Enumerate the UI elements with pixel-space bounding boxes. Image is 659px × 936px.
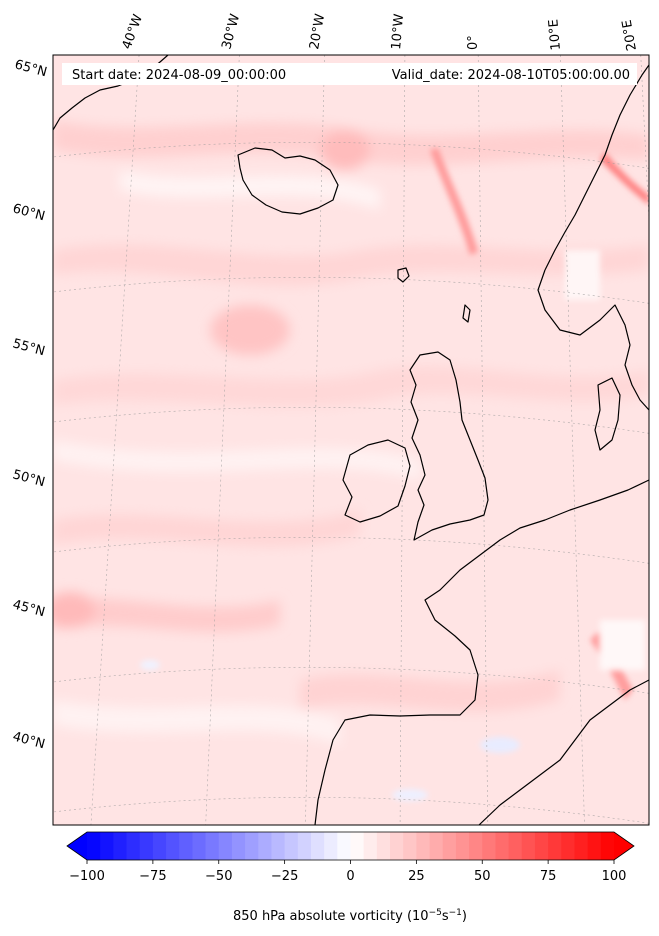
scandinavia-coast (544, 64, 649, 271)
colorbar-cell (271, 832, 286, 860)
great-britain-coast (409, 351, 489, 541)
colorbar-cell (113, 832, 127, 860)
lon-label-20e: 20°E (620, 19, 640, 52)
colorbar-cell (508, 832, 523, 860)
graticule (53, 55, 649, 825)
colorbar-cell (376, 832, 391, 860)
lon-label-20w: 20°W (307, 13, 328, 51)
colorbar-cell (245, 832, 259, 860)
mediterranean-coast (478, 679, 649, 825)
colorbar-cell (574, 832, 589, 860)
colorbar-cell (429, 832, 444, 860)
colorbar-cell (126, 832, 141, 860)
colorbar-cell (337, 832, 351, 860)
lat-label-45n: 45°N (11, 597, 47, 620)
colorbar-cell (258, 832, 272, 860)
colorbar-cell (600, 832, 615, 860)
coastlines (53, 55, 649, 825)
lon-label-30w: 30°W (219, 12, 243, 51)
colorbar-cell (139, 832, 154, 860)
colorbar: −100 −75 −50 −25 0 25 50 75 100 850 hPa absolute… (66, 831, 635, 924)
colorbar-min-arrow (67, 832, 87, 860)
colorbar-cell (534, 832, 549, 860)
colorbar-cell (455, 832, 470, 860)
vorticity-field (53, 120, 649, 801)
colorbar-cell (297, 832, 312, 860)
colorbar-tick-label: −75 (139, 869, 166, 884)
colorbar-cell (350, 832, 365, 860)
colorbar-cell (363, 832, 378, 860)
colorbar-tick-label: −25 (271, 869, 298, 884)
lon-label-10w: 10°W (389, 13, 407, 50)
denmark-coast (594, 377, 621, 451)
colorbar-cell (284, 832, 299, 860)
colorbar-tick-label: 25 (408, 869, 425, 884)
shetland-islands (462, 304, 471, 323)
ireland-coast (342, 439, 411, 523)
colorbar-cell (521, 832, 536, 860)
lon-label-10e: 10°E (546, 19, 564, 51)
colorbar-cell (152, 832, 167, 860)
colorbar-label: 850 hPa absolute vorticity (10−5s−1) (233, 908, 467, 924)
colorbar-cell (469, 832, 483, 860)
colorbar-cell (587, 832, 602, 860)
colorbar-tick-label: −100 (69, 869, 105, 884)
latitude-labels: 65°N 60°N 55°N 50°N 45°N 40°N (11, 57, 49, 752)
lat-label-55n: 55°N (11, 336, 47, 359)
norway-south-coast (537, 269, 649, 411)
colorbar-tick-label: −50 (205, 869, 232, 884)
colorbar-cell (324, 832, 338, 860)
lat-label-60n: 60°N (11, 201, 47, 224)
start-date-label: Start date: 2024-08-09_00:00:00 (72, 68, 286, 83)
valid-date-label: Valid_date: 2024-08-10T05:00:00.00 (392, 68, 630, 83)
continental-europe-coast (314, 479, 649, 825)
lon-label-40w: 40°W (120, 12, 146, 51)
lon-label-0: 0° (466, 35, 481, 50)
lat-label-50n: 50°N (11, 467, 47, 490)
colorbar-cell (231, 832, 246, 860)
lat-label-40n: 40°N (11, 729, 47, 752)
colorbar-ticks: −100 −75 −50 −25 0 25 50 75 100 (69, 860, 626, 884)
colorbar-tick-label: 0 (346, 869, 354, 884)
colorbar-cell (87, 832, 101, 860)
header-box (62, 63, 637, 85)
colorbar-cell (416, 832, 430, 860)
colorbar-tick-label: 75 (540, 869, 557, 884)
colorbar-cell (495, 832, 509, 860)
colorbar-cell (442, 832, 457, 860)
colorbar-cell (310, 832, 325, 860)
colorbar-cell (548, 832, 562, 860)
colorbar-cell (100, 832, 114, 860)
map-panel: Start date: 2024-08-09_00:00:00 Valid_da… (52, 54, 650, 826)
colorbar-cell (218, 832, 233, 860)
colorbar-cell (179, 832, 193, 860)
colorbar-tick-label: 100 (602, 869, 627, 884)
colorbar-max-arrow (614, 832, 634, 860)
colorbar-cell (390, 832, 404, 860)
map-frame (52, 54, 650, 826)
iceland-coast (237, 147, 339, 215)
colorbar-cells (87, 832, 615, 860)
colorbar-cell (205, 832, 220, 860)
lat-label-65n: 65°N (13, 57, 49, 80)
colorbar-cell (561, 832, 575, 860)
colorbar-tick-label: 50 (474, 869, 491, 884)
colorbar-cell (403, 832, 417, 860)
longitude-labels: 40°W 30°W 20°W 10°W 0° 10°E 20°E (120, 12, 640, 52)
faroe-islands (397, 267, 410, 283)
colorbar-cell (192, 832, 206, 860)
colorbar-cell (482, 832, 496, 860)
colorbar-cell (166, 832, 180, 860)
